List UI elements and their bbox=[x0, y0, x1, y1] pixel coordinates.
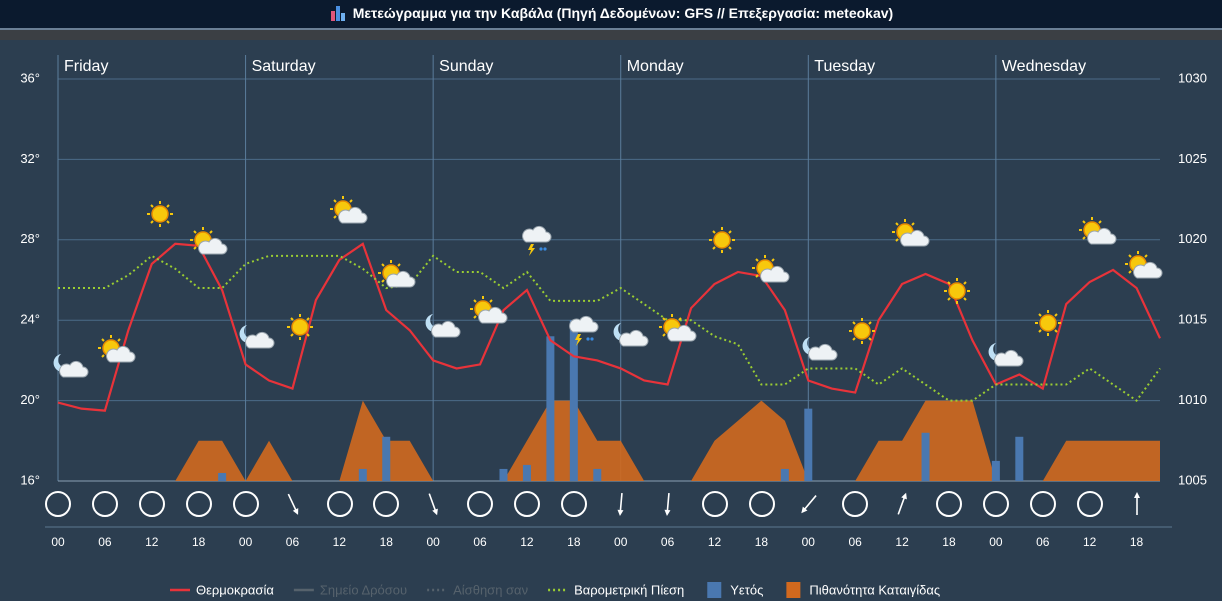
x-tick-label: 06 bbox=[1036, 535, 1050, 549]
x-tick-label: 12 bbox=[145, 535, 159, 549]
day-label: Tuesday bbox=[814, 58, 875, 75]
wind-row bbox=[45, 490, 1141, 518]
y-tick-label: 16° bbox=[20, 472, 40, 487]
x-tick-label: 00 bbox=[51, 535, 65, 549]
x-tick-label: 18 bbox=[755, 535, 769, 549]
precip-bar bbox=[991, 460, 1000, 481]
x-tick-label: 00 bbox=[239, 535, 253, 549]
precip-bar bbox=[921, 432, 930, 481]
y-tick-label: 36° bbox=[20, 70, 40, 85]
precip-bar bbox=[569, 320, 578, 481]
chart-icon bbox=[330, 6, 345, 21]
precip-bar bbox=[804, 408, 813, 481]
y2-tick-label: 1010 bbox=[1178, 392, 1207, 407]
precip-bar bbox=[499, 468, 508, 481]
day-label: Monday bbox=[627, 58, 684, 75]
precip-bar bbox=[1015, 436, 1024, 481]
day-label: Friday bbox=[64, 58, 108, 75]
x-tick-label: 06 bbox=[286, 535, 300, 549]
day-label: Sunday bbox=[439, 58, 493, 75]
pressure-line bbox=[58, 254, 1161, 402]
x-tick-label: 06 bbox=[849, 535, 863, 549]
x-tick-label: 12 bbox=[333, 535, 347, 549]
x-tick-label: 00 bbox=[426, 535, 440, 549]
x-tick-label: 12 bbox=[1083, 535, 1097, 549]
y2-tick-label: 1015 bbox=[1178, 312, 1207, 327]
day-label: Saturday bbox=[252, 58, 316, 75]
precip-bar bbox=[522, 464, 531, 481]
legend-label: Υετός bbox=[730, 582, 763, 597]
precip-bar bbox=[593, 468, 602, 481]
storm-area bbox=[58, 400, 1160, 481]
y-tick-label: 24° bbox=[20, 312, 40, 327]
legend-label: Θερμοκρασία bbox=[196, 582, 274, 597]
x-tick-label: 12 bbox=[520, 535, 534, 549]
x-tick-label: 06 bbox=[473, 535, 487, 549]
precip-bar bbox=[218, 472, 227, 481]
day-label: Wednesday bbox=[1002, 58, 1086, 75]
title-bar: Μετεώγραμμα για την Καβάλα (Πηγή Δεδομέν… bbox=[0, 0, 1222, 30]
precip-bar bbox=[780, 468, 789, 481]
separator bbox=[0, 30, 1222, 40]
page-title: Μετεώγραμμα για την Καβάλα (Πηγή Δεδομέν… bbox=[352, 5, 894, 21]
x-tick-label: 18 bbox=[567, 535, 581, 549]
legend-label: Βαρομετρική Πίεση bbox=[574, 582, 684, 597]
legend-label: Πιθανότητα Καταιγίδας bbox=[809, 582, 940, 597]
y2-tick-label: 1020 bbox=[1178, 231, 1207, 246]
x-tick-label: 18 bbox=[380, 535, 394, 549]
x-tick-label: 12 bbox=[895, 535, 909, 549]
legend-label: Σημείο Δρόσου bbox=[320, 582, 407, 597]
temperature-line bbox=[57, 242, 1161, 412]
precip-bar bbox=[358, 468, 367, 481]
x-tick-label: 06 bbox=[661, 535, 675, 549]
y-tick-label: 32° bbox=[20, 151, 40, 166]
legend-swatch bbox=[786, 582, 801, 598]
precip-bar bbox=[546, 336, 555, 481]
x-tick-label: 06 bbox=[98, 535, 112, 549]
x-tick-label: 00 bbox=[989, 535, 1003, 549]
y2-tick-label: 1005 bbox=[1178, 472, 1207, 487]
x-tick-label: 18 bbox=[192, 535, 206, 549]
x-tick-label: 00 bbox=[614, 535, 628, 549]
x-tick-label: 18 bbox=[942, 535, 956, 549]
x-tick-label: 18 bbox=[1130, 535, 1144, 549]
legend-label: Αίσθηση σαν bbox=[453, 582, 528, 597]
y2-tick-label: 1030 bbox=[1178, 70, 1207, 85]
x-tick-label: 12 bbox=[708, 535, 722, 549]
legend-swatch bbox=[707, 582, 722, 598]
y-tick-label: 20° bbox=[20, 392, 40, 407]
y-tick-label: 28° bbox=[20, 231, 40, 246]
precip-bar bbox=[382, 436, 391, 481]
y2-tick-label: 1025 bbox=[1178, 151, 1207, 166]
x-tick-label: 00 bbox=[802, 535, 816, 549]
